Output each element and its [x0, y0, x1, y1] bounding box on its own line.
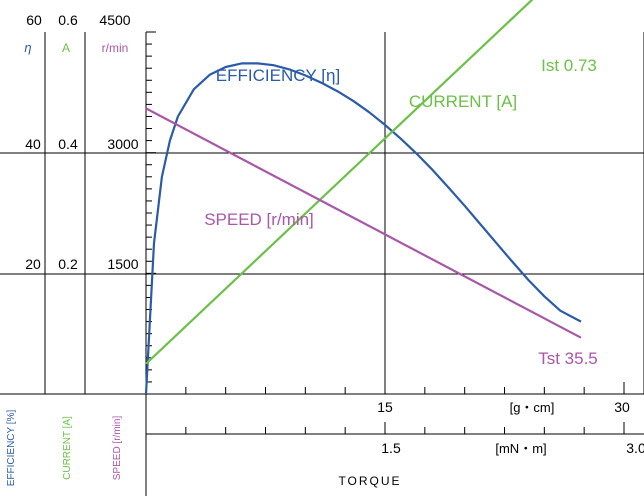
torque-gcm-unit: [g・cm]	[510, 400, 555, 415]
efficiency-tick-20: 20	[25, 256, 41, 272]
efficiency-axis-label: EFFICIENCY [%]	[6, 410, 17, 487]
speed-axis-label: SPEED [r/min]	[112, 416, 123, 481]
series-label-speed: SPEED [r/min]	[204, 210, 314, 229]
series-label-efficiency: EFFICIENCY [η]	[216, 66, 340, 85]
torque-mnm-tick-1.5: 1.5	[381, 440, 401, 456]
series-line-speed	[145, 107, 582, 339]
current-unit: A	[62, 41, 70, 55]
speed-tick-1500: 1500	[107, 256, 138, 272]
current-axis-label: CURRENT [A]	[62, 416, 73, 480]
efficiency-tick-60: 60	[26, 12, 42, 28]
series-line-efficiency	[144, 62, 582, 395]
chart-frame	[0, 32, 644, 496]
series-label-current: CURRENT [A]	[409, 92, 517, 111]
speed-unit: r/min	[102, 41, 129, 55]
current-tick-0.2: 0.2	[58, 256, 78, 272]
efficiency-unit: η	[24, 40, 31, 55]
speed-tick-4500: 4500	[99, 12, 130, 28]
series-line-current	[145, 0, 534, 365]
torque-gcm-tick-30: 30	[614, 399, 630, 415]
current-tick-0.4: 0.4	[58, 136, 78, 152]
annotation-ist: Ist 0.73	[541, 56, 597, 75]
speed-tick-3000: 3000	[107, 136, 138, 152]
current-tick-0.6: 0.6	[58, 12, 78, 28]
torque-mnm-tick-3.0: 3.0	[626, 440, 644, 456]
series-layer	[144, 0, 582, 395]
efficiency-tick-40: 40	[25, 136, 41, 152]
torque-mnm-unit: [mN・m]	[495, 441, 546, 456]
annotation-tst: Tst 35.5	[538, 349, 598, 368]
torque-gcm-tick-15: 15	[377, 399, 393, 415]
x-axis-label: TORQUE	[338, 474, 401, 488]
